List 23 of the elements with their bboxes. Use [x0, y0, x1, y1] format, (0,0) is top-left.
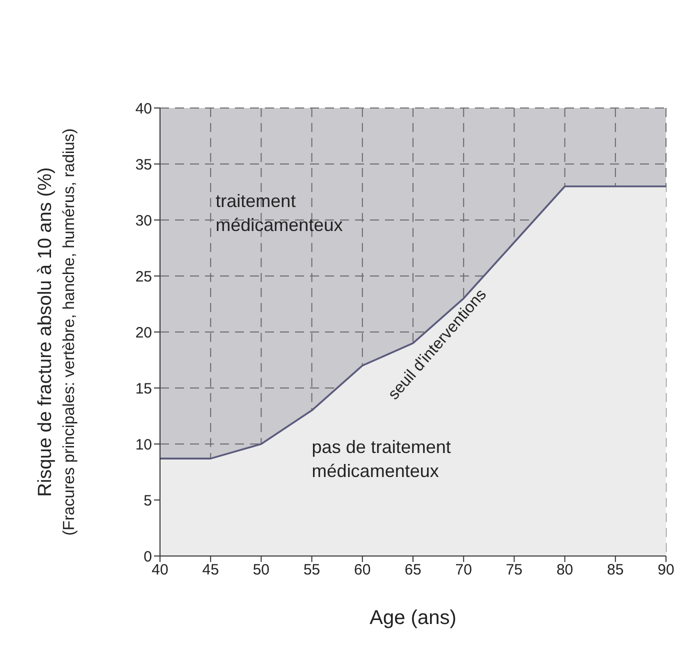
y-tick-label: 0 [144, 548, 152, 566]
y-tick-label: 15 [135, 380, 152, 398]
x-tick-label: 55 [303, 562, 320, 579]
x-tick-label: 45 [202, 562, 219, 579]
x-tick-label: 80 [556, 562, 574, 579]
x-axis-title: Age (ans) [370, 607, 456, 629]
y-tick-label: 25 [135, 268, 152, 286]
y-tick-label: 40 [135, 100, 152, 118]
y-tick-label: 30 [135, 212, 152, 230]
x-tick-label: 60 [354, 562, 371, 579]
x-tick-label: 85 [607, 562, 624, 579]
y-tick-label: 35 [135, 156, 152, 174]
x-tick-label: 75 [506, 562, 523, 579]
y-axis-title: Risque de fracture absolu à 10 ans (%) (Fracures principales: vertèbre, hanche, humérus, radius) [34, 128, 79, 536]
x-tick-label: 65 [404, 562, 422, 579]
annotation: traitement médicamenteux [216, 190, 343, 237]
annotation: pas de traitement médicamenteux [312, 436, 451, 484]
x-tick-label: 90 [658, 562, 674, 579]
x-tick-label: 50 [252, 562, 270, 579]
y-tick-label: 10 [135, 436, 152, 454]
y-tick-label: 5 [144, 492, 152, 510]
y-tick-label: 20 [135, 324, 152, 342]
x-tick-label: 70 [455, 562, 472, 579]
